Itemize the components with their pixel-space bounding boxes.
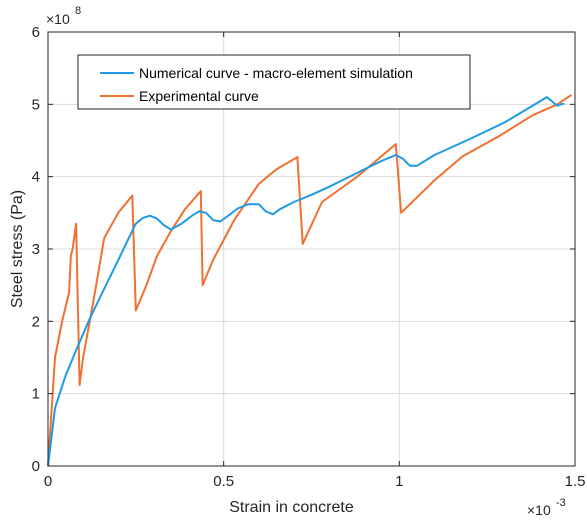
series-line-experimental [47,94,573,467]
x-exponent-base: ×10 [527,502,551,518]
y-tick-label: 1 [32,386,40,403]
legend-box [77,54,471,110]
legend: Numerical curve - macro-element simulati… [77,54,471,110]
axis-ticks: 0 0.5 1 1.5 0 1 2 3 4 5 6 [32,24,586,490]
y-axis-exponent: ×10 8 [46,5,81,27]
x-axis-label: Strain in concrete [229,499,354,516]
x-tick-label: 1.5 [565,473,586,490]
legend-label-experimental: Experimental curve [139,88,259,104]
y-tick-label: 5 [32,96,40,113]
y-exponent-base: ×10 [46,11,70,27]
y-exponent-power: 8 [75,5,81,17]
x-tick-label: 0.5 [213,473,234,490]
series-lines [47,94,573,467]
legend-label-numerical: Numerical curve - macro-element simulati… [139,65,413,81]
y-tick-label: 6 [32,24,40,41]
y-tick-label: 4 [32,169,40,186]
x-tick-label: 0 [44,473,52,490]
series-line-numerical [47,96,565,467]
y-tick-label: 3 [32,241,40,258]
x-axis-exponent: ×10 -3 [527,497,566,518]
x-exponent-power: -3 [556,497,566,509]
y-tick-label: 2 [32,313,40,330]
y-axis-label: Steel stress (Pa) [9,190,26,308]
x-tick-label: 1 [395,473,403,490]
y-tick-label: 0 [32,458,40,475]
